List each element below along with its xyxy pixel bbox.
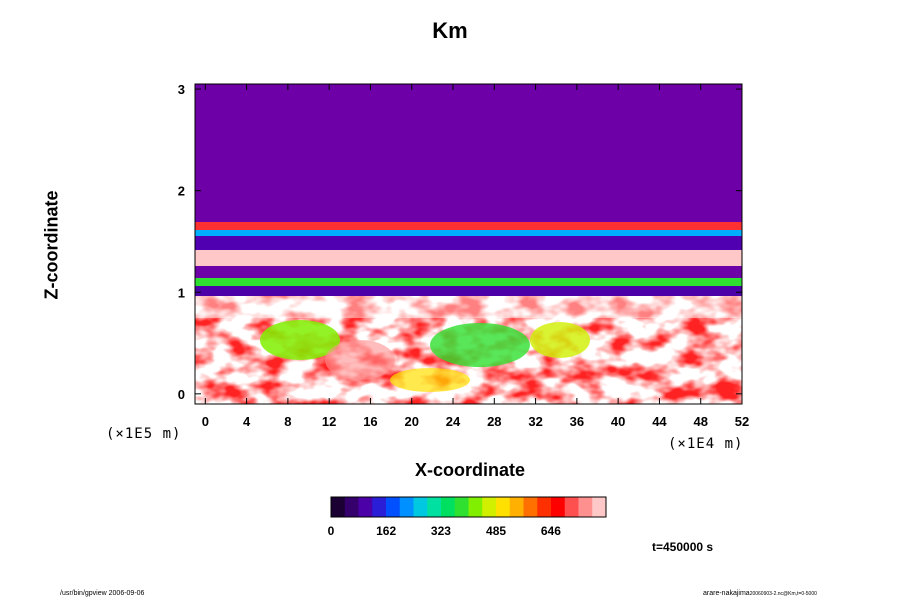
y-tick-label: 3 xyxy=(178,82,185,97)
colorbar-swatch xyxy=(427,497,442,517)
x-tick-label: 28 xyxy=(487,414,501,429)
x-tick-label: 52 xyxy=(735,414,749,429)
x-tick-label: 0 xyxy=(202,414,209,429)
x-axis-label: X-coordinate xyxy=(414,460,525,480)
band-blue xyxy=(195,230,742,240)
colorbar-swatch xyxy=(592,497,607,517)
y-axis: 0 1 2 3 xyxy=(178,82,742,402)
field-upper-layer xyxy=(195,84,742,224)
colorbar-swatch xyxy=(386,497,401,517)
colorbar-tick-label: 485 xyxy=(486,524,506,538)
y-axis-label: Z-coordinate xyxy=(41,190,62,300)
colorbar-swatch xyxy=(578,497,593,517)
colorbar-swatch xyxy=(523,497,538,517)
x-tick-label: 44 xyxy=(652,414,667,429)
heatmap-field xyxy=(195,84,742,404)
chart-title: Km xyxy=(432,18,468,43)
colorbar-swatch xyxy=(496,497,511,517)
x-tick-label: 12 xyxy=(322,414,336,429)
blob-2 xyxy=(430,323,530,367)
x-tick-label: 8 xyxy=(284,414,291,429)
colorbar-swatch xyxy=(441,497,456,517)
y-tick-label: 2 xyxy=(178,184,185,199)
plot-frame xyxy=(194,83,743,405)
colorbar-tick-label: 162 xyxy=(376,524,396,538)
footer-left: /usr/bin/gpview 2006-09-06 xyxy=(60,590,145,597)
colorbar-swatch xyxy=(509,497,524,517)
colorbar: 0 162 323 485 646 xyxy=(328,496,607,538)
x-tick-label: 48 xyxy=(693,414,707,429)
colorbar-frame xyxy=(330,496,607,518)
colorbar-tick-label: 646 xyxy=(541,524,561,538)
colorbar-swatch xyxy=(454,497,469,517)
x-tick-label: 32 xyxy=(528,414,542,429)
x-tick-label: 20 xyxy=(405,414,419,429)
y-tick-label: 1 xyxy=(178,285,185,300)
colorbar-swatch xyxy=(331,497,346,517)
colorbar-swatch xyxy=(372,497,387,517)
colorbar-tick-label: 323 xyxy=(431,524,451,538)
band-pink xyxy=(195,250,742,270)
x-tick-label: 4 xyxy=(243,414,251,429)
colorbar-swatch xyxy=(482,497,497,517)
blob-3 xyxy=(530,322,590,358)
band-purple-3 xyxy=(195,286,742,296)
colorbar-swatch xyxy=(564,497,579,517)
blob-4 xyxy=(390,368,470,392)
y-unit-label: (×1E5 m) xyxy=(106,426,182,442)
band-purple-2 xyxy=(195,266,742,280)
x-tick-label: 40 xyxy=(611,414,625,429)
band-red xyxy=(195,296,742,318)
footer-right-main: arare-nakajima xyxy=(703,590,750,597)
colorbar-swatch xyxy=(358,497,373,517)
time-annotation: t=450000 s xyxy=(652,540,714,554)
band-green xyxy=(195,278,742,288)
y-tick-label: 0 xyxy=(178,387,185,402)
x-tick-label: 24 xyxy=(446,414,461,429)
colorbar-swatch xyxy=(551,497,566,517)
x-tick-label: 36 xyxy=(570,414,584,429)
band-purple xyxy=(195,236,742,254)
colorbar-swatch xyxy=(537,497,552,517)
colorbar-swatch xyxy=(344,497,359,517)
x-unit-label: (×1E4 m) xyxy=(668,436,744,452)
colorbar-swatch xyxy=(413,497,428,517)
colorbar-swatch xyxy=(399,497,414,517)
blob-5 xyxy=(325,340,395,380)
colorbar-tick-label: 0 xyxy=(328,524,335,538)
x-tick-label: 16 xyxy=(363,414,377,429)
footer-right: arare-nakajima20060903-2.nc@Km,t=0-5000 xyxy=(703,590,817,597)
x-axis: 0 4 8 12 16 20 24 28 32 36 40 44 48 52 xyxy=(202,84,749,429)
blob-1 xyxy=(260,320,340,360)
colorbar-swatch xyxy=(468,497,483,517)
footer-right-sub: 20060903-2.nc@Km,t=0-5000 xyxy=(749,591,817,597)
